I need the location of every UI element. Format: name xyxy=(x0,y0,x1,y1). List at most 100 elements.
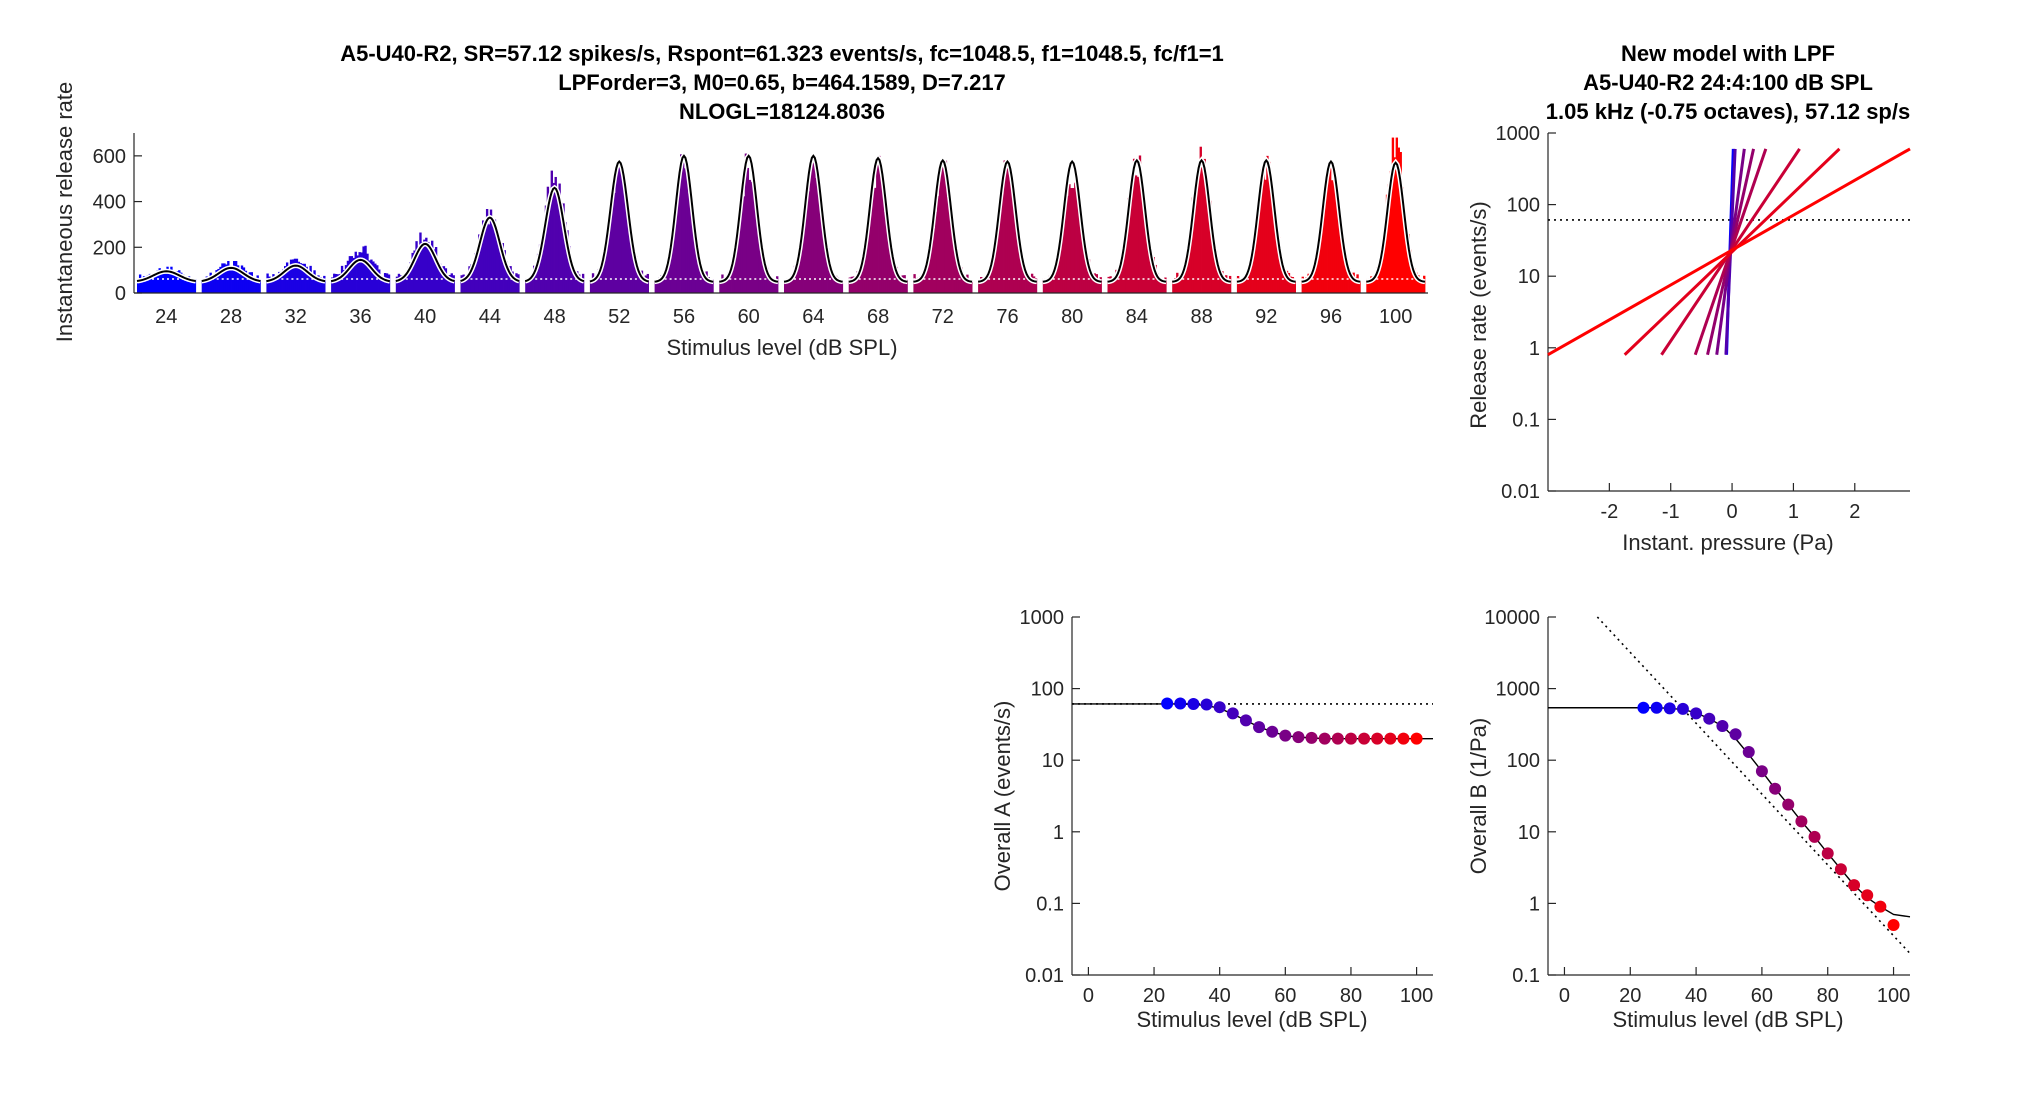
psth-title-line-2: LPForder=3, M0=0.65, b=464.1589, D=7.217 xyxy=(558,70,1006,95)
psth-bar xyxy=(1158,278,1161,293)
ob-x-tick-label: 100 xyxy=(1877,985,1910,1007)
psth-bar xyxy=(995,225,999,293)
psth-bar xyxy=(1244,278,1248,293)
psth-bar xyxy=(1091,273,1095,293)
psth-bar xyxy=(658,277,661,293)
psth-bar xyxy=(356,255,359,293)
psth-bar xyxy=(1266,155,1269,293)
psth-bar xyxy=(368,260,371,293)
psth-bar xyxy=(215,270,218,293)
psth-bar xyxy=(1370,276,1373,293)
psth-bar xyxy=(595,277,599,293)
psth-bar xyxy=(1236,275,1240,293)
psth-bar xyxy=(550,170,553,293)
psth-bar xyxy=(827,248,830,293)
psth-bar xyxy=(1081,231,1085,293)
psth-title-line-3: NLOGL=18124.8036 xyxy=(679,99,885,124)
psth-bar xyxy=(1374,273,1377,293)
psth-bar xyxy=(1060,233,1063,293)
psth-bar xyxy=(642,280,646,293)
psth-bar xyxy=(284,266,287,293)
ob-background xyxy=(1548,617,1910,975)
psth-bar xyxy=(313,270,316,293)
psth-bar xyxy=(468,266,471,293)
psth-bar xyxy=(1121,254,1124,293)
psth-bar xyxy=(834,275,838,293)
psth-bar xyxy=(942,162,946,293)
psth-bar xyxy=(315,276,318,293)
psth-bar xyxy=(1048,275,1052,293)
psth-bar xyxy=(1319,239,1322,293)
psth-bar xyxy=(980,276,983,293)
psth-bar xyxy=(1009,180,1012,293)
psth-fit-curve xyxy=(1366,161,1426,283)
psth-bar xyxy=(1064,197,1067,293)
psth-bar xyxy=(638,271,642,293)
rp-title-line-2: A5-U40-R2 24:4:100 dB SPL xyxy=(1583,70,1873,95)
psth-bar xyxy=(709,280,712,293)
psth-x-tick-label: 44 xyxy=(479,306,501,328)
psth-bar xyxy=(491,221,495,293)
oa-data-point xyxy=(1266,725,1279,738)
ob-y-tick-label: 1000 xyxy=(1496,679,1541,701)
psth-bar xyxy=(225,264,228,293)
psth-bar xyxy=(1228,275,1232,293)
ob-data-point xyxy=(1755,765,1768,778)
ob-data-point xyxy=(1650,701,1663,714)
oa-x-tick-label: 100 xyxy=(1400,985,1433,1007)
psth-bar xyxy=(1195,182,1199,293)
psth-bar xyxy=(452,275,455,293)
psth-bar xyxy=(738,210,742,293)
psth-bar xyxy=(609,218,612,293)
psth-x-tick-label: 48 xyxy=(543,306,565,328)
oa-background xyxy=(1072,617,1433,975)
psth-bar xyxy=(1254,227,1257,293)
psth-bar xyxy=(421,242,424,293)
psth-bar xyxy=(405,272,408,293)
psth-bar xyxy=(1285,270,1289,293)
psth-bar xyxy=(1107,276,1110,293)
psth-bar xyxy=(501,243,504,293)
psth-bar xyxy=(238,269,242,293)
ob-data-point xyxy=(1887,918,1900,931)
psth-bar xyxy=(876,157,879,293)
ob-y-tick-label: 10 xyxy=(1518,822,1540,844)
psth-bar xyxy=(1352,272,1355,293)
psth-bar xyxy=(1215,250,1218,293)
psth-bar xyxy=(182,274,185,293)
psth-bar xyxy=(858,270,861,293)
psth-bar xyxy=(250,272,253,293)
psth-bar xyxy=(366,253,369,293)
oa-data-point xyxy=(1292,731,1305,744)
psth-bar xyxy=(303,263,306,293)
psth-bar xyxy=(825,244,828,293)
psth-bar xyxy=(966,274,969,293)
psth-bar xyxy=(1387,184,1391,293)
psth-bar xyxy=(362,246,365,293)
psth-bar xyxy=(644,275,648,293)
psth-bar xyxy=(1240,282,1244,293)
psth-bar xyxy=(170,266,173,293)
psth-plot-area xyxy=(136,137,1426,293)
psth-bar xyxy=(1113,276,1116,293)
psth-bar xyxy=(289,259,293,293)
psth-bar xyxy=(840,283,844,293)
oa-data-point xyxy=(1279,729,1292,742)
psth-bar xyxy=(1313,261,1316,293)
psth-bar xyxy=(1279,258,1283,293)
psth-bar xyxy=(525,278,528,293)
ob-x-axis-label: Stimulus level (dB SPL) xyxy=(1612,1007,1843,1032)
oa-data-point xyxy=(1344,732,1357,745)
psth-bar xyxy=(1327,169,1330,293)
ob-data-point xyxy=(1808,830,1821,843)
psth-bar xyxy=(615,168,618,293)
psth-bar xyxy=(317,275,320,293)
psth-bar xyxy=(852,276,855,293)
psth-bar xyxy=(1274,209,1277,293)
rp-x-tick-label: 2 xyxy=(1849,501,1860,523)
psth-bar xyxy=(903,275,906,293)
psth-bar xyxy=(193,278,197,293)
psth-bar xyxy=(1156,273,1159,293)
psth-bar xyxy=(568,246,571,293)
psth-bar xyxy=(929,237,932,293)
